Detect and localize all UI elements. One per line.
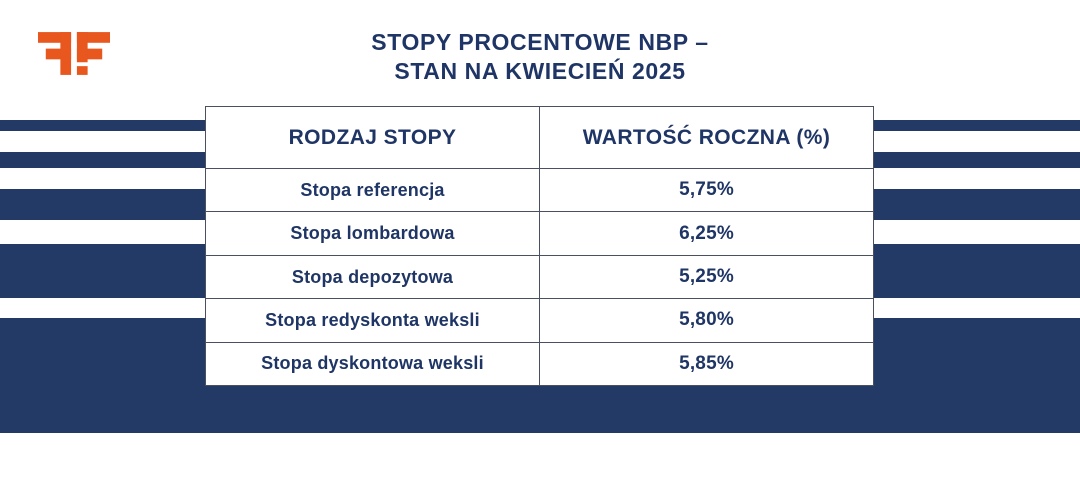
- page-title-line1: STOPY PROCENTOWE NBP –: [371, 29, 709, 55]
- rate-name: Stopa referencja: [206, 169, 540, 212]
- column-header-rate-type: RODZAJ STOPY: [206, 107, 540, 168]
- brand-logo: [38, 31, 110, 76]
- rate-value: 5,85%: [679, 352, 734, 374]
- table-row: Stopa referencja 5,75%: [206, 169, 873, 213]
- rate-name: Stopa depozytowa: [206, 255, 540, 299]
- interest-rates-table: RODZAJ STOPY WARTOŚĆ ROCZNA (%) Stopa re…: [205, 106, 874, 386]
- page-title: STOPY PROCENTOWE NBP – STAN NA KWIECIEŃ …: [0, 28, 1080, 86]
- table-row: Stopa dyskontowa weksli 5,85%: [206, 342, 873, 386]
- ff-monogram-icon: [38, 32, 110, 75]
- column-header-annual-value: WARTOŚĆ ROCZNA (%): [582, 125, 831, 149]
- rate-value: 5,80%: [679, 309, 734, 331]
- page-title-line2: STAN NA KWIECIEŃ 2025: [394, 58, 686, 84]
- rate-name: Stopa lombardowa: [206, 212, 540, 255]
- rate-value: 6,25%: [679, 222, 734, 244]
- rate-name: Stopa redyskonta weksli: [206, 299, 540, 342]
- table-row: Stopa depozytowa 5,25%: [206, 255, 873, 300]
- rate-name: Stopa dyskontowa weksli: [206, 342, 540, 386]
- rate-value: 5,25%: [679, 266, 734, 288]
- table-header-row: RODZAJ STOPY WARTOŚĆ ROCZNA (%): [206, 107, 873, 169]
- table-row: Stopa redyskonta weksli 5,80%: [206, 299, 873, 343]
- table-row: Stopa lombardowa 6,25%: [206, 212, 873, 256]
- rate-value: 5,75%: [679, 179, 734, 201]
